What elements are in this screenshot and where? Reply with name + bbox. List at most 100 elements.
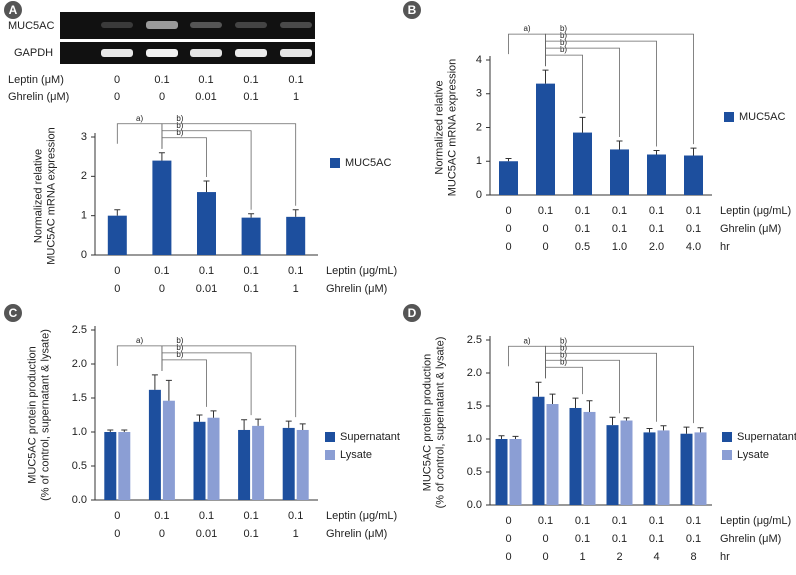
- condition-value: 2: [616, 551, 622, 563]
- condition-value: 0.01: [196, 283, 217, 295]
- gel-band: [190, 22, 222, 28]
- condition-value: 2.0: [649, 241, 664, 253]
- significance-label: a): [523, 336, 530, 345]
- condition-value: 0: [542, 241, 548, 253]
- condition-value: 0.1: [575, 205, 590, 217]
- gel-condition-value: 0.1: [288, 74, 303, 86]
- significance-label: b): [176, 350, 183, 359]
- significance-label: a): [136, 114, 143, 123]
- bar: [197, 192, 216, 255]
- y-axis-label: (% of control, supernatant & lysate): [434, 337, 446, 509]
- condition-value: 0.5: [575, 241, 590, 253]
- condition-value: 0.1: [575, 515, 590, 527]
- condition-value: 0.1: [649, 533, 664, 545]
- significance-label: a): [136, 336, 143, 345]
- bar: [495, 439, 508, 505]
- significance-bracket: [116, 123, 163, 149]
- condition-value: 0.1: [243, 265, 258, 277]
- y-tick-label: 0.5: [467, 466, 482, 478]
- panel-letter: C: [9, 306, 18, 320]
- y-tick-label: 0.5: [72, 460, 87, 472]
- error-bar: [203, 180, 210, 193]
- condition-value: 0: [542, 551, 548, 563]
- significance-bracket: [545, 40, 657, 147]
- error-bar: [586, 400, 593, 412]
- significance-label: b): [176, 121, 183, 130]
- condition-value: 0: [505, 533, 511, 545]
- error-bar: [165, 379, 172, 401]
- significance-label: b): [560, 350, 567, 359]
- bar: [647, 154, 666, 195]
- condition-value: 0.1: [243, 510, 258, 522]
- y-tick-label: 0.0: [467, 499, 482, 511]
- error-bar: [660, 425, 667, 431]
- significance-label: b): [560, 31, 567, 40]
- gel-strip: [60, 12, 315, 39]
- error-bar: [121, 429, 128, 432]
- gel-strip: [60, 42, 315, 64]
- significance-label: b): [560, 45, 567, 54]
- y-tick-label: 1: [81, 210, 87, 222]
- legend-label: Lysate: [340, 449, 372, 461]
- panel-letter: A: [9, 3, 18, 17]
- condition-name: Leptin (μg/mL): [720, 515, 791, 527]
- condition-value: 0.01: [196, 528, 217, 540]
- error-bar: [609, 416, 616, 426]
- gel-image: MUC5AC GAPDH: [8, 12, 315, 64]
- bar: [107, 215, 127, 255]
- gel-condition-value: 1: [293, 91, 299, 103]
- error-bar: [616, 140, 623, 150]
- panel-letter: D: [408, 306, 417, 320]
- significance-label: b): [560, 336, 567, 345]
- legend-label: Supernatant: [737, 431, 796, 443]
- condition-name: hr: [720, 551, 730, 563]
- bar: [684, 155, 703, 195]
- bar: [238, 429, 251, 500]
- y-tick-label: 0: [81, 249, 87, 261]
- y-tick-label: 2.0: [72, 358, 87, 370]
- bar: [680, 433, 693, 505]
- condition-value: 0: [505, 223, 511, 235]
- gel-condition-value: 0: [114, 91, 120, 103]
- significance-label: b): [560, 357, 567, 366]
- significance-label: b): [560, 24, 567, 33]
- bar: [536, 83, 555, 195]
- bar: [532, 396, 545, 505]
- condition-value: 0.1: [612, 223, 627, 235]
- error-bar: [623, 417, 630, 421]
- bar: [569, 407, 582, 505]
- significance-bracket: [545, 366, 583, 395]
- error-bar: [285, 420, 292, 428]
- error-bar: [292, 209, 299, 217]
- error-bar: [512, 435, 519, 439]
- axis-line: [489, 336, 712, 506]
- gel-label: GAPDH: [14, 47, 53, 59]
- condition-value: 0.1: [686, 205, 701, 217]
- significance-bracket: [116, 345, 163, 371]
- error-bar: [158, 152, 165, 161]
- condition-value: 0: [114, 265, 120, 277]
- gel-condition-value: 0.1: [154, 74, 169, 86]
- error-bar: [151, 374, 158, 390]
- y-tick-label: 1.0: [467, 433, 482, 445]
- condition-value: 0: [505, 515, 511, 527]
- gel-band: [146, 21, 178, 29]
- condition-value: 0: [542, 223, 548, 235]
- condition-value: 4.0: [686, 241, 701, 253]
- bar: [162, 400, 175, 500]
- y-tick-label: 1: [476, 155, 482, 167]
- gel-condition-name: Ghrelin (μM): [8, 91, 69, 103]
- y-axis-label: MUC5AC mRNA expression: [446, 59, 458, 197]
- y-tick-label: 1.0: [72, 426, 87, 438]
- significance-label: b): [176, 343, 183, 352]
- y-axis-label: MUC5AC protein production: [26, 346, 38, 484]
- bar: [643, 432, 656, 505]
- legend-swatch: [330, 158, 340, 168]
- condition-name: Leptin (μg/mL): [326, 265, 397, 277]
- legend-swatch: [724, 112, 734, 122]
- gel-band: [235, 49, 267, 57]
- condition-value: 0.1: [612, 515, 627, 527]
- significance-bracket: [545, 33, 694, 145]
- legend-swatch: [722, 450, 732, 460]
